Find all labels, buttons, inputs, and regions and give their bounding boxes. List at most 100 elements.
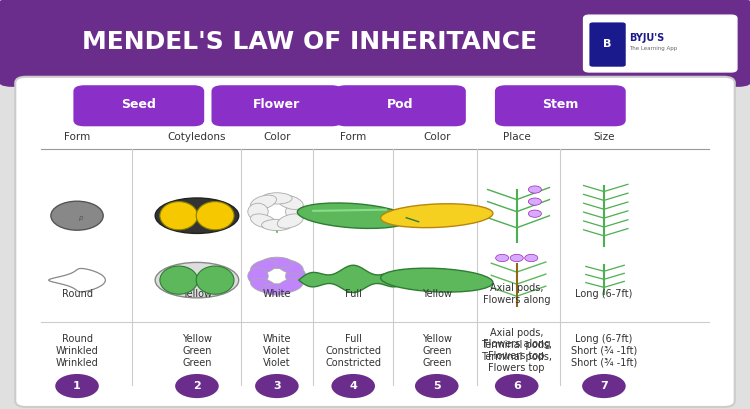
- Text: Yellow: Yellow: [182, 289, 212, 299]
- Ellipse shape: [297, 203, 409, 229]
- Ellipse shape: [262, 193, 292, 204]
- Text: Form: Form: [340, 132, 366, 142]
- Text: Seed: Seed: [122, 99, 156, 112]
- Polygon shape: [298, 265, 408, 292]
- Ellipse shape: [286, 203, 306, 220]
- Ellipse shape: [196, 202, 234, 230]
- Text: 4: 4: [350, 381, 357, 391]
- Circle shape: [510, 254, 524, 262]
- Text: Pod: Pod: [387, 99, 414, 112]
- Text: Violet: Violet: [263, 346, 291, 355]
- Text: Yellow: Yellow: [422, 289, 452, 299]
- Ellipse shape: [262, 219, 292, 231]
- Text: Terminal pods,
Flowers top: Terminal pods, Flowers top: [482, 352, 552, 373]
- Text: Long (6-7ft): Long (6-7ft): [575, 289, 632, 299]
- Circle shape: [528, 198, 542, 205]
- FancyBboxPatch shape: [15, 77, 735, 407]
- Text: B: B: [603, 39, 612, 49]
- Text: Flower: Flower: [254, 99, 301, 112]
- Ellipse shape: [381, 204, 493, 228]
- Text: Place: Place: [503, 132, 530, 142]
- Text: Full: Full: [345, 289, 362, 299]
- FancyBboxPatch shape: [590, 22, 626, 67]
- Ellipse shape: [278, 260, 303, 274]
- Text: Green: Green: [182, 346, 212, 355]
- Polygon shape: [49, 268, 106, 292]
- Text: Short (¾ -1ft): Short (¾ -1ft): [571, 346, 637, 355]
- Text: Green: Green: [422, 358, 451, 368]
- Ellipse shape: [278, 214, 303, 228]
- Text: 7: 7: [600, 381, 608, 391]
- Circle shape: [525, 254, 538, 262]
- Text: Color: Color: [423, 132, 451, 142]
- Ellipse shape: [160, 266, 198, 294]
- Text: Long (6-7ft): Long (6-7ft): [575, 333, 632, 344]
- Ellipse shape: [248, 267, 268, 285]
- FancyBboxPatch shape: [0, 0, 750, 87]
- Text: Full: Full: [345, 333, 362, 344]
- Ellipse shape: [251, 278, 277, 293]
- Text: Axial pods,
Flowers along: Axial pods, Flowers along: [483, 283, 550, 305]
- Text: 2: 2: [193, 381, 201, 391]
- Ellipse shape: [251, 195, 277, 209]
- Ellipse shape: [278, 278, 303, 293]
- Text: MENDEL'S LAW OF INHERITANCE: MENDEL'S LAW OF INHERITANCE: [82, 30, 537, 54]
- Circle shape: [176, 374, 219, 398]
- Text: Round: Round: [62, 333, 92, 344]
- Text: Stem: Stem: [542, 99, 578, 112]
- Text: White: White: [262, 289, 291, 299]
- Circle shape: [495, 374, 538, 398]
- Text: Wrinkled: Wrinkled: [56, 346, 98, 355]
- Ellipse shape: [248, 203, 268, 220]
- Circle shape: [496, 254, 508, 262]
- Ellipse shape: [381, 268, 493, 292]
- Ellipse shape: [155, 198, 238, 234]
- Ellipse shape: [262, 257, 292, 268]
- Text: Terminal pods,
Flowers top: Terminal pods, Flowers top: [482, 340, 552, 362]
- Text: Round: Round: [62, 289, 92, 299]
- Ellipse shape: [155, 263, 238, 298]
- Circle shape: [51, 201, 104, 230]
- Text: 3: 3: [273, 381, 280, 391]
- FancyBboxPatch shape: [584, 15, 737, 72]
- Ellipse shape: [160, 202, 198, 230]
- Text: Yellow: Yellow: [182, 333, 212, 344]
- Circle shape: [56, 374, 99, 398]
- FancyBboxPatch shape: [211, 85, 342, 126]
- Circle shape: [332, 374, 375, 398]
- Text: Size: Size: [593, 132, 615, 142]
- Circle shape: [528, 186, 542, 193]
- Text: Form: Form: [64, 132, 90, 142]
- Circle shape: [528, 210, 542, 217]
- Ellipse shape: [262, 284, 292, 295]
- Ellipse shape: [286, 267, 306, 285]
- Ellipse shape: [196, 266, 234, 294]
- Text: Yellow: Yellow: [422, 333, 452, 344]
- Text: BYJU'S: BYJU'S: [629, 33, 664, 43]
- Ellipse shape: [251, 260, 277, 274]
- Text: The Learning App: The Learning App: [629, 46, 677, 51]
- Circle shape: [582, 374, 626, 398]
- Text: Violet: Violet: [263, 358, 291, 368]
- Text: p: p: [79, 215, 83, 221]
- Text: Green: Green: [422, 346, 451, 355]
- FancyBboxPatch shape: [335, 85, 466, 126]
- Text: Constricted: Constricted: [326, 346, 381, 355]
- FancyBboxPatch shape: [74, 85, 204, 126]
- Text: 5: 5: [433, 381, 440, 391]
- Circle shape: [415, 374, 458, 398]
- Text: Short (¾ -1ft): Short (¾ -1ft): [571, 358, 637, 368]
- Text: Constricted: Constricted: [326, 358, 381, 368]
- Text: Wrinkled: Wrinkled: [56, 358, 98, 368]
- FancyBboxPatch shape: [495, 85, 626, 126]
- Ellipse shape: [278, 195, 303, 209]
- Ellipse shape: [251, 214, 277, 228]
- Text: White: White: [262, 333, 291, 344]
- Text: Axial pods,
Flowers along: Axial pods, Flowers along: [483, 328, 550, 349]
- Text: 1: 1: [74, 381, 81, 391]
- Text: Green: Green: [182, 358, 212, 368]
- Text: 6: 6: [513, 381, 520, 391]
- Text: Cotyledons: Cotyledons: [168, 132, 226, 142]
- Circle shape: [255, 374, 298, 398]
- Text: Color: Color: [263, 132, 291, 142]
